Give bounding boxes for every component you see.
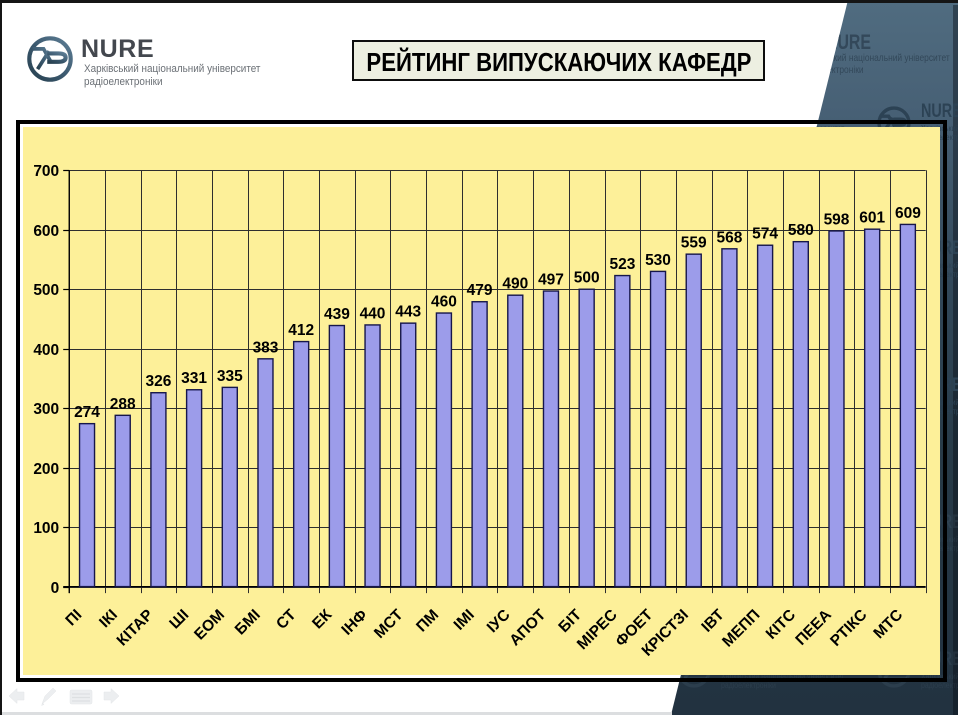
svg-text:568: 568 <box>716 229 742 246</box>
svg-text:574: 574 <box>752 226 778 243</box>
svg-text:ПІ: ПІ <box>62 606 85 629</box>
svg-text:ІКІ: ІКІ <box>96 606 121 631</box>
svg-text:601: 601 <box>859 210 885 227</box>
svg-text:ЕК: ЕК <box>309 606 335 632</box>
svg-text:439: 439 <box>324 306 350 323</box>
svg-text:ІУС: ІУС <box>484 606 514 636</box>
svg-text:530: 530 <box>645 252 671 269</box>
svg-text:440: 440 <box>360 305 386 322</box>
svg-text:200: 200 <box>33 461 59 478</box>
svg-text:274: 274 <box>74 404 100 421</box>
svg-text:443: 443 <box>395 304 421 321</box>
svg-text:460: 460 <box>431 294 457 311</box>
svg-text:ПМ: ПМ <box>413 606 442 635</box>
svg-text:СТ: СТ <box>273 606 300 633</box>
svg-text:300: 300 <box>33 401 59 418</box>
svg-text:КІТАР: КІТАР <box>114 606 157 649</box>
svg-text:580: 580 <box>788 222 814 239</box>
svg-text:ІНФ: ІНФ <box>338 606 370 638</box>
svg-text:РТІКС: РТІКС <box>827 606 870 649</box>
svg-text:523: 523 <box>609 256 635 273</box>
svg-text:500: 500 <box>33 282 59 299</box>
svg-text:МСТ: МСТ <box>371 606 407 642</box>
svg-text:383: 383 <box>253 339 279 356</box>
svg-text:400: 400 <box>33 342 59 359</box>
svg-text:БІТ: БІТ <box>555 606 585 636</box>
svg-text:МТС: МТС <box>870 606 906 642</box>
svg-text:МЕПП: МЕПП <box>719 606 763 650</box>
svg-text:АПОТ: АПОТ <box>506 606 549 649</box>
svg-text:100: 100 <box>33 520 59 537</box>
svg-text:БМІ: БМІ <box>232 606 264 638</box>
svg-text:326: 326 <box>145 373 171 390</box>
svg-text:500: 500 <box>574 270 600 287</box>
svg-text:412: 412 <box>288 322 314 339</box>
svg-text:288: 288 <box>110 396 136 413</box>
svg-text:479: 479 <box>467 282 493 299</box>
svg-text:598: 598 <box>824 212 850 229</box>
svg-text:609: 609 <box>895 205 921 222</box>
svg-text:335: 335 <box>217 368 243 385</box>
svg-text:МІРЕС: МІРЕС <box>574 606 621 653</box>
svg-text:600: 600 <box>33 223 59 240</box>
svg-text:559: 559 <box>681 235 707 252</box>
svg-text:490: 490 <box>502 276 528 293</box>
svg-text:ІМІ: ІМІ <box>451 606 478 633</box>
svg-text:ЕОМ: ЕОМ <box>191 606 228 643</box>
svg-text:497: 497 <box>538 272 564 289</box>
svg-text:ШІ: ШІ <box>166 606 192 632</box>
svg-text:ІВТ: ІВТ <box>698 606 728 636</box>
svg-text:0: 0 <box>51 580 60 597</box>
svg-text:ПЕЕА: ПЕЕА <box>792 606 834 648</box>
svg-text:331: 331 <box>181 370 207 387</box>
svg-text:700: 700 <box>33 163 59 180</box>
